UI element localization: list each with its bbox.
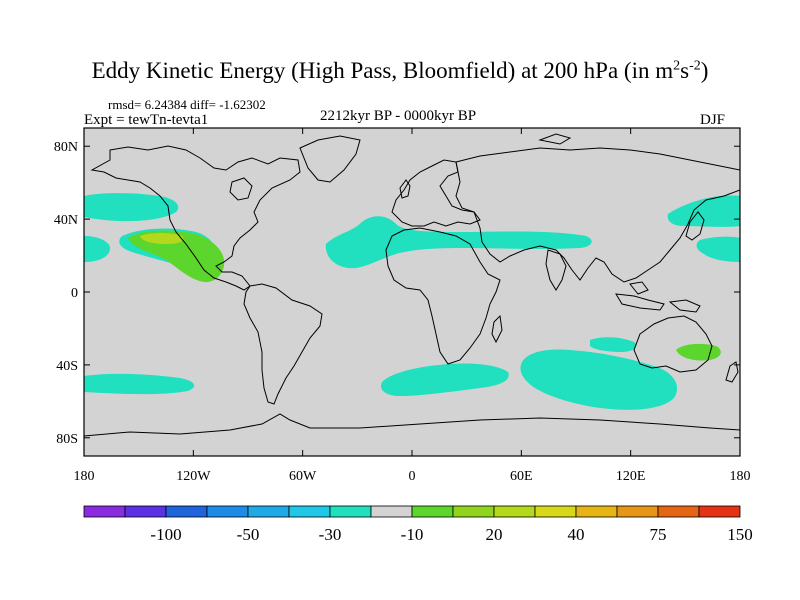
anomaly-region-south-pacific: [84, 373, 195, 395]
anomaly-region-east-pacific-core: [140, 233, 184, 244]
colorbar-label: 20: [486, 525, 503, 544]
lat-tick-label: 0: [71, 286, 78, 301]
plot-title: Eddy Kinetic Energy (High Pass, Bloomfie…: [91, 58, 709, 83]
anomaly-region-south-indian-north: [590, 337, 637, 352]
coastline-india: [545, 249, 567, 291]
axis-ticks: 180 120W 60W 0 60E 120E 180 80N 40N 0 40S 80S: [54, 128, 751, 484]
coastline-britain: [399, 179, 411, 199]
colorbar-label: 75: [650, 525, 667, 544]
season-label: DJF: [700, 112, 726, 128]
anomaly-fields: [84, 193, 740, 410]
colorbar-label: -50: [237, 525, 260, 544]
coastline-africa: [385, 227, 501, 365]
coastline-arctic-islands: [538, 133, 572, 145]
colorbar-swatch: [329, 505, 372, 518]
anomaly-region-east-pacific-positive: [128, 230, 225, 283]
lon-tick-label: 0: [409, 469, 416, 484]
colorbar-label: -100: [150, 525, 181, 544]
colorbar-swatch: [206, 505, 249, 518]
period-label: 2212kyr BP - 0000kyr BP: [320, 108, 477, 124]
anomaly-region-north-atlantic: [325, 216, 592, 269]
colorbar-swatch: [124, 505, 167, 518]
colorbar: -100 -50 -30 -10 20 40 75 150: [83, 505, 753, 544]
colorbar-swatch: [534, 505, 577, 518]
colorbar-swatch: [698, 505, 741, 518]
lon-tick-label: 60E: [510, 469, 533, 484]
coastline-south-america: [243, 283, 323, 405]
coastline-north-america: [90, 145, 301, 291]
colorbar-swatch: [83, 505, 126, 518]
anomaly-region-northwest-pacific: [667, 195, 740, 227]
lat-tick-label: 80N: [54, 140, 78, 155]
lon-tick-label: 60W: [289, 469, 317, 484]
colorbar-swatch: [288, 505, 331, 518]
coastline-madagascar: [491, 314, 503, 344]
anomaly-region-north-pacific-west: [84, 193, 179, 222]
colorbar-swatch: [247, 505, 290, 518]
coastline-new-guinea: [668, 299, 701, 313]
lon-tick-label: 120E: [616, 469, 646, 484]
coastline-asia: [455, 147, 740, 283]
coastline-antarctica: [84, 413, 740, 437]
anomaly-region-south-atlantic: [380, 363, 509, 396]
coastline-japan: [685, 211, 705, 241]
colorbar-swatch: [657, 505, 700, 518]
colorbar-label: 40: [568, 525, 585, 544]
colorbar-swatch: [165, 505, 208, 518]
lat-tick-label: 40N: [54, 213, 78, 228]
colorbar-label: 150: [727, 525, 753, 544]
coastline-europe: [391, 159, 481, 227]
colorbar-swatch: [616, 505, 659, 518]
coastline-indonesia: [615, 293, 665, 311]
coastline-new-zealand: [725, 361, 739, 383]
colorbar-swatch: [452, 505, 495, 518]
colorbar-swatch: [493, 505, 536, 518]
lon-tick-label: 180: [74, 469, 95, 484]
anomaly-region-northwest-pacific-2: [696, 236, 740, 262]
anomaly-region-south-indian: [520, 349, 678, 410]
coastline-greenland: [299, 135, 361, 183]
lon-tick-label: 180: [730, 469, 751, 484]
colorbar-label: -30: [319, 525, 342, 544]
lat-tick-label: 80S: [56, 432, 78, 447]
colorbar-label: -10: [401, 525, 424, 544]
colorbar-swatch: [411, 505, 454, 518]
lat-tick-label: 40S: [56, 359, 78, 374]
anomaly-region-tasman-positive: [676, 343, 721, 361]
coastline-australia: [633, 315, 713, 373]
coastline-borneo: [629, 281, 649, 295]
anomaly-region-north-pacific-wrap: [84, 236, 111, 262]
colorbar-swatch: [575, 505, 618, 518]
lon-tick-label: 120W: [176, 469, 211, 484]
coastline-hudson-bay: [229, 177, 253, 201]
experiment-label: Expt = tewTn-tevta1: [84, 112, 209, 128]
stats-label: rmsd= 6.24384 diff= -1.62302: [108, 97, 266, 112]
coastlines: [84, 133, 740, 437]
colorbar-swatch: [370, 505, 413, 518]
